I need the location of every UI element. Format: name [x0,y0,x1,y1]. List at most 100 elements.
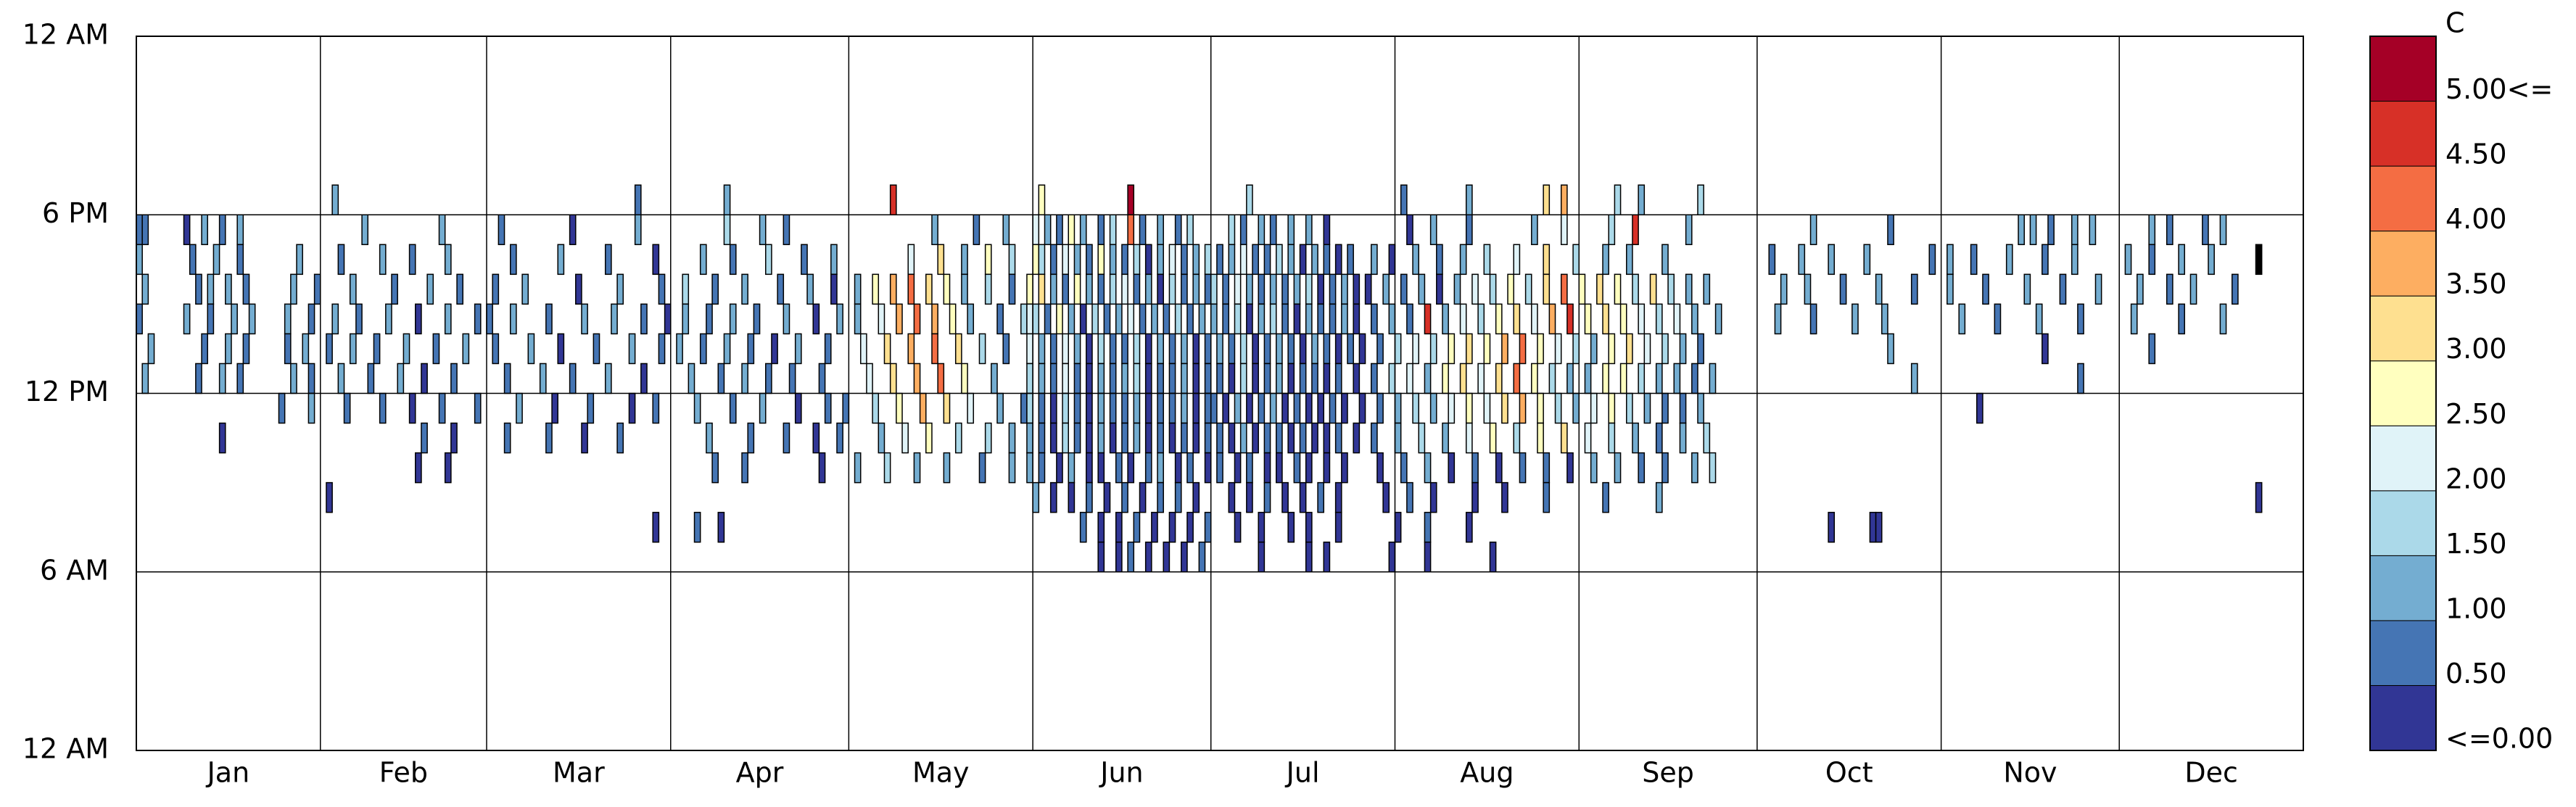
heat-cell [1026,452,1033,484]
heat-cell [2189,273,2197,305]
heat-cell [764,244,772,276]
heat-cell [1062,273,1069,305]
heat-cell [1144,333,1152,365]
heat-cell [2137,273,2144,305]
heat-cell [391,273,398,305]
y-tick-label: 12 AM [22,733,109,765]
x-tick-label: May [912,757,970,789]
heat-cell [1406,214,1413,246]
heat-cell [1436,244,1443,276]
heat-cell [1334,481,1342,513]
heat-cell [385,303,392,335]
heat-cell [1186,214,1194,246]
heat-cell [231,303,238,335]
heat-cell [1863,244,1871,276]
heat-cell [1947,244,1954,276]
heat-cell [331,184,339,215]
heat-cell [1115,511,1123,543]
heat-cell [1049,392,1057,424]
heat-cell [2077,363,2084,394]
heat-cell [1459,303,1467,335]
heat-cell [147,333,155,365]
heat-cell [408,244,416,276]
heat-cell [218,363,226,394]
heat-cell [225,273,232,305]
heat-cell [1157,333,1164,365]
heat-cell [1144,422,1152,454]
heat-cell [1477,363,1485,394]
heat-cell [1181,541,1188,573]
heat-cell [978,333,986,365]
heat-cell [967,303,975,335]
heat-cell [1465,184,1473,215]
heat-cell [1483,244,1491,276]
heat-cell [984,422,992,454]
heat-cell [1151,511,1158,543]
heat-cell [1144,541,1152,573]
heat-cell [1032,481,1040,513]
heat-cell [1632,422,1639,454]
heat-cell [1038,363,1046,394]
heat-cell [1341,273,1348,305]
heat-cell [1638,303,1646,335]
heat-cell [1869,511,1877,543]
heat-cell [1157,363,1164,394]
heat-cell [1371,363,1378,394]
heat-cell [1424,541,1432,573]
y-tick-label: 6 AM [40,554,109,586]
heat-cell [1323,452,1331,484]
heat-cell [1614,184,1622,215]
heat-cell [2148,333,2156,365]
heat-cell [1703,422,1711,454]
heat-cell [1655,481,1663,513]
heat-cell [1994,303,2002,335]
heat-cell [1097,333,1105,365]
heat-cell [693,392,701,424]
heat-cell [1097,422,1105,454]
heat-cell [2005,244,2013,276]
heat-cell [1086,392,1093,424]
heat-cell [1258,541,1266,573]
heat-cell [1483,333,1491,365]
heat-cell [1436,273,1443,305]
heat-cell [652,392,660,424]
heat-cell [1638,452,1646,484]
heat-cell [242,273,250,305]
heat-cell [611,303,618,335]
heat-cell [1329,392,1337,424]
heat-cell [830,273,838,305]
heat-cell [842,392,850,424]
heat-cell [1323,333,1331,365]
heat-cell [450,422,458,454]
heat-cell [967,392,975,424]
heat-cell [545,422,553,454]
heat-cell [248,303,256,335]
heat-cell [1608,333,1616,365]
heat-cell [937,244,945,276]
heat-cell [1554,333,1562,365]
heat-cell [711,273,719,305]
heat-cell [1679,392,1687,424]
heat-cell [141,214,149,246]
heat-cell [1192,481,1200,513]
heat-cell [503,363,511,394]
heat-cell [1489,422,1497,454]
heat-cell [438,392,446,424]
heat-cell [896,303,903,335]
heat-cell [1804,273,1812,305]
heat-cell [1590,333,1598,365]
heat-cell [883,452,891,484]
heat-cell [1246,481,1253,513]
heat-cell [1560,273,1568,305]
heat-cell [1412,392,1419,424]
heat-cell [1448,392,1456,424]
x-tick-label: Jan [206,757,250,789]
heat-cell [1276,452,1283,484]
heat-cell [788,363,796,394]
heat-cell [1263,422,1271,454]
heat-cell [777,273,785,305]
colorbar-tick-label: 2.50 [2445,398,2507,430]
heat-cell [1513,363,1521,394]
heat-cell [1519,333,1527,365]
heat-cell [1608,422,1616,454]
